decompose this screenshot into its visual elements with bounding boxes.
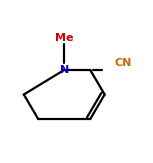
Text: N: N — [60, 65, 69, 75]
Text: Me: Me — [55, 33, 73, 43]
Text: CN: CN — [115, 58, 132, 68]
